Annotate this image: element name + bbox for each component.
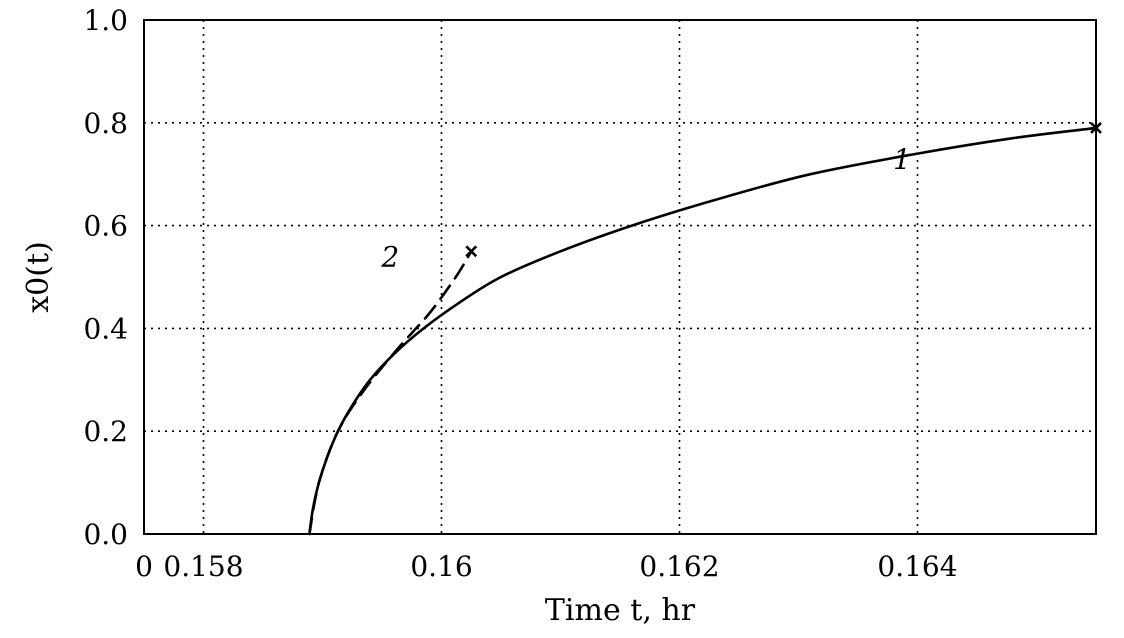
curve-label: 1 [893,143,911,176]
y-tick-label: 1.0 [83,4,128,37]
x-tick-label: 0.162 [639,550,719,583]
y-tick-label: 0.4 [83,312,128,345]
y-tick-label: 0.8 [83,107,128,140]
x-axis: 0 0.158 0.16 0.162 0.164 [135,550,958,583]
y-axis-label: x0(t) [21,241,56,312]
series-end-marker-2 [465,245,478,258]
x-tick-label: 0 [135,550,153,583]
x-axis-label: Time t, hr [545,593,696,628]
x-tick-label: 0.158 [163,550,243,583]
grid [144,20,1096,534]
y-tick-label: 0.2 [83,415,128,448]
annotations: 12 [380,143,911,274]
y-tick-label: 0.6 [83,210,128,243]
y-axis: 0.0 0.2 0.4 0.6 0.8 1.0 [83,4,128,551]
x-tick-label: 0.164 [877,550,957,583]
curve-label: 2 [380,241,399,274]
y-tick-label: 0.0 [83,518,128,551]
series-line-1 [308,126,1098,536]
plot-frame [143,19,1097,535]
x-tick-label: 0.16 [410,550,472,583]
series-line-2 [308,250,473,536]
